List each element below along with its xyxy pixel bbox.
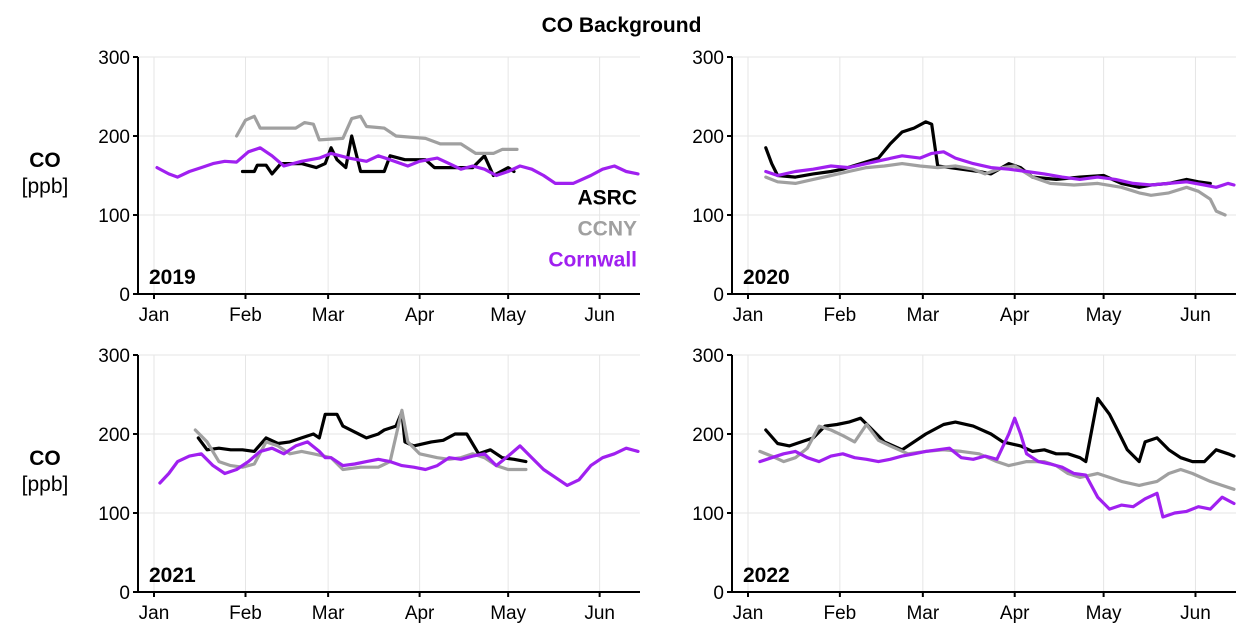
series-line-ccny — [193, 408, 528, 472]
x-tick-label: Apr — [1000, 603, 1030, 624]
x-tick-label: Apr — [405, 305, 435, 326]
y-tick-label: 100 — [98, 206, 130, 227]
y-tick-label: 300 — [98, 346, 130, 367]
y-tick-label: 300 — [692, 346, 724, 367]
series-line-cornwall — [155, 146, 640, 185]
x-tick-label: May — [490, 305, 526, 326]
x-tick-label: Jan — [733, 305, 764, 326]
panel-year-label: 2020 — [743, 266, 790, 289]
x-tick-label: Feb — [229, 603, 262, 624]
y-tick-label: 0 — [713, 285, 724, 306]
y-tick-label: 200 — [98, 127, 130, 148]
y-axis-label-main: CO — [29, 447, 61, 470]
x-tick-label: May — [1086, 305, 1122, 326]
y-tick-label: 200 — [692, 127, 724, 148]
x-tick-label: Mar — [906, 603, 939, 624]
x-tick-label: Apr — [405, 603, 435, 624]
series-line-cornwall — [764, 150, 1236, 189]
y-tick-label: 300 — [98, 48, 130, 69]
x-tick-label: Jun — [584, 305, 615, 326]
legend-entry-asrc: ASRC — [577, 187, 637, 210]
y-tick-label: 0 — [119, 285, 130, 306]
figure-title: CO Background — [541, 14, 702, 37]
series-line-asrc — [764, 396, 1236, 464]
legend-entry-ccny: CCNY — [577, 218, 637, 241]
panel-year-label: 2019 — [149, 266, 196, 289]
y-tick-label: 300 — [692, 48, 724, 69]
x-tick-label: Feb — [823, 603, 856, 624]
y-tick-label: 100 — [692, 504, 724, 525]
x-tick-label: Feb — [229, 305, 262, 326]
y-axis-label-top-row: CO [ppb] — [0, 148, 90, 200]
x-tick-label: May — [1086, 603, 1122, 624]
y-tick-label: 100 — [692, 206, 724, 227]
panel-year-label: 2021 — [149, 564, 196, 587]
x-tick-label: Feb — [823, 305, 856, 326]
legend-entry-cornwall: Cornwall — [548, 248, 637, 271]
series-line-asrc — [196, 410, 528, 464]
x-tick-label: Jan — [139, 603, 170, 624]
series-line-ccny — [758, 422, 1236, 491]
y-tick-label: 200 — [692, 425, 724, 446]
x-tick-label: Jan — [733, 603, 764, 624]
y-axis-label-bottom-row: CO [ppb] — [0, 446, 90, 498]
y-tick-label: 0 — [119, 583, 130, 604]
x-tick-label: Apr — [1000, 305, 1030, 326]
x-tick-label: Jun — [1180, 305, 1211, 326]
y-tick-label: 200 — [98, 425, 130, 446]
series-line-cornwall — [158, 440, 640, 487]
series-line-ccny — [235, 114, 519, 155]
x-tick-label: Mar — [906, 305, 939, 326]
series-line-asrc — [764, 120, 1212, 189]
y-axis-label-main: CO — [29, 149, 61, 172]
y-axis-label-unit: [ppb] — [21, 175, 69, 198]
x-tick-label: Jun — [584, 603, 615, 624]
x-tick-label: Jun — [1180, 603, 1211, 624]
x-tick-label: Mar — [312, 305, 345, 326]
x-tick-label: Jan — [139, 305, 170, 326]
x-tick-label: May — [490, 603, 526, 624]
panel-year-label: 2022 — [743, 564, 790, 587]
y-tick-label: 0 — [713, 583, 724, 604]
x-tick-label: Mar — [312, 603, 345, 624]
y-tick-label: 100 — [98, 504, 130, 525]
series-line-cornwall — [758, 416, 1236, 519]
y-axis-label-unit: [ppb] — [21, 473, 69, 496]
